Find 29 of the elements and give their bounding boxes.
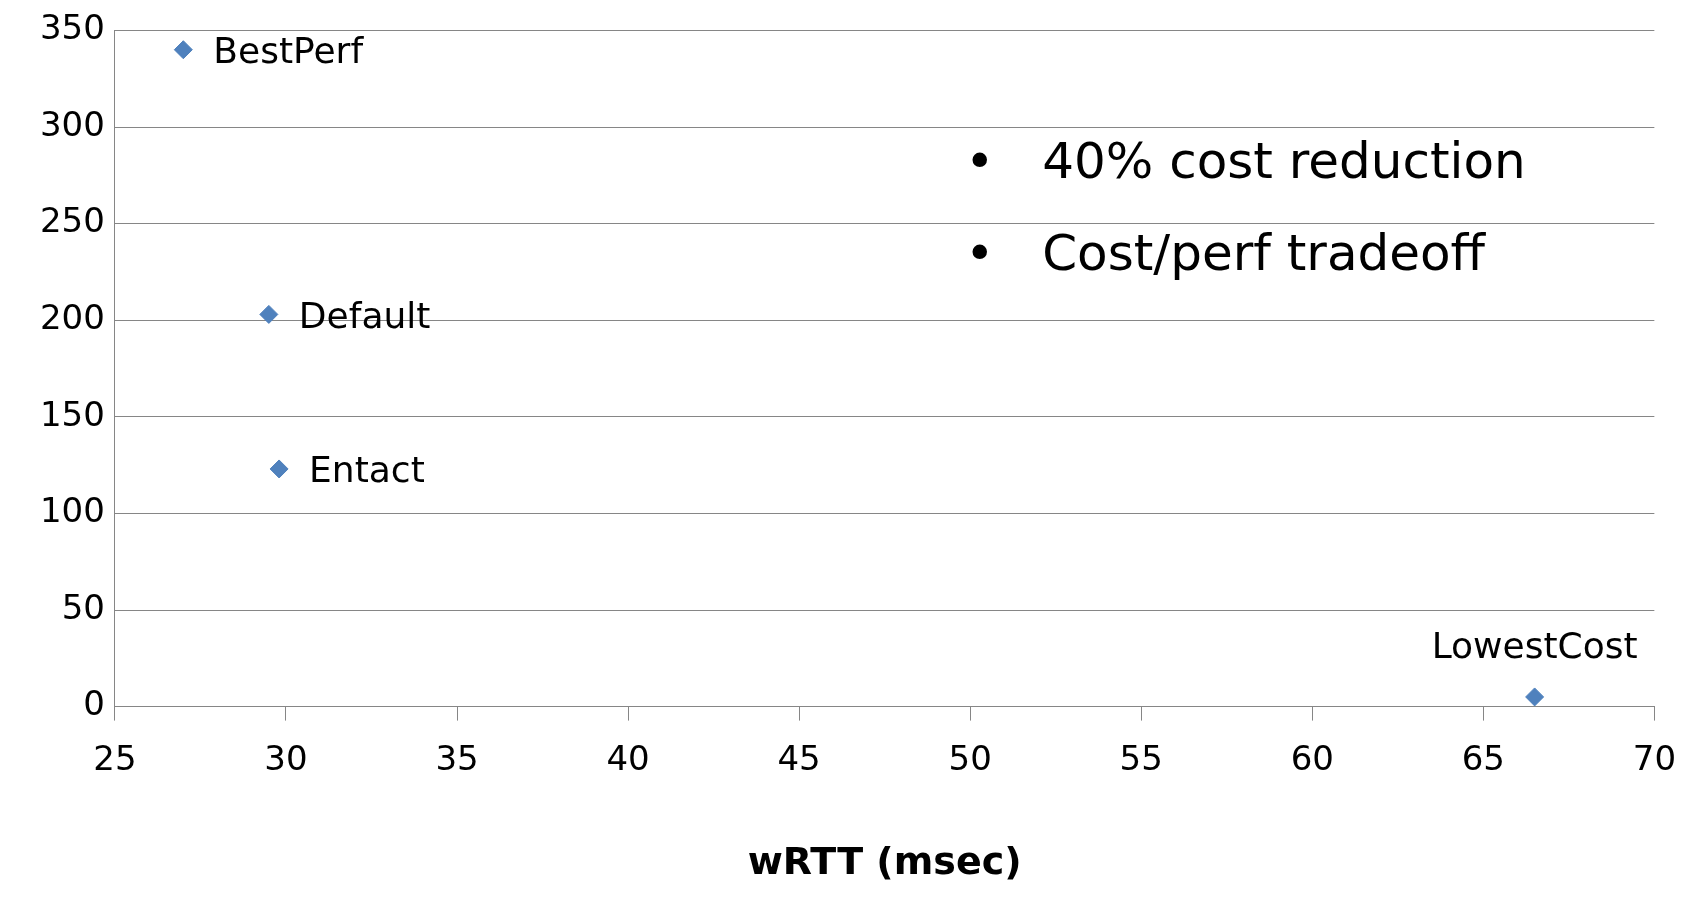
point bbox=[173, 40, 193, 60]
y-tick-label: 250 bbox=[39, 200, 105, 241]
x-tick-label: 70 bbox=[1632, 737, 1676, 778]
point bbox=[259, 304, 279, 324]
y-tick-label: 50 bbox=[61, 586, 105, 627]
annotation: Entact bbox=[309, 449, 425, 491]
x-tick-label: 50 bbox=[948, 737, 992, 778]
x-tick-label: 60 bbox=[1290, 737, 1334, 778]
x-tick-label: 55 bbox=[1119, 737, 1163, 778]
y-tick-label: 300 bbox=[39, 103, 105, 144]
x-tick-label: 65 bbox=[1461, 737, 1505, 778]
y-tick-label: 200 bbox=[39, 297, 105, 338]
x-tick-label: 45 bbox=[777, 737, 821, 778]
x-tick-label: 35 bbox=[435, 737, 479, 778]
point bbox=[269, 459, 289, 479]
annotation: • 40% cost reduction bbox=[965, 131, 1526, 192]
x-tick-label: 40 bbox=[606, 737, 650, 778]
y-tick-label: 150 bbox=[39, 393, 105, 434]
x-tick-label: 30 bbox=[264, 737, 308, 778]
annotation: LowestCost bbox=[1431, 625, 1638, 667]
y-tick-label: 0 bbox=[83, 683, 105, 724]
annotation: • Cost/perf tradeoff bbox=[965, 223, 1487, 284]
point bbox=[1525, 687, 1545, 707]
y-tick-label: 100 bbox=[39, 490, 105, 531]
annotation: Default bbox=[298, 294, 431, 336]
x-axis-title: wRTT (msec) bbox=[747, 839, 1022, 884]
x-tick-label: 25 bbox=[93, 737, 137, 778]
annotation: BestPerf bbox=[213, 30, 365, 72]
y-tick-label: 350 bbox=[39, 7, 105, 48]
